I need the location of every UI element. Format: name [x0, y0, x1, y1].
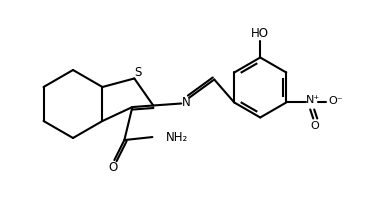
Text: HO: HO: [251, 27, 269, 40]
Text: O: O: [311, 121, 320, 131]
Text: O: O: [109, 161, 118, 174]
Text: O⁻: O⁻: [328, 97, 343, 107]
Text: N⁺: N⁺: [306, 95, 320, 105]
Text: N: N: [182, 96, 191, 109]
Text: NH₂: NH₂: [167, 131, 188, 144]
Text: S: S: [135, 66, 142, 79]
